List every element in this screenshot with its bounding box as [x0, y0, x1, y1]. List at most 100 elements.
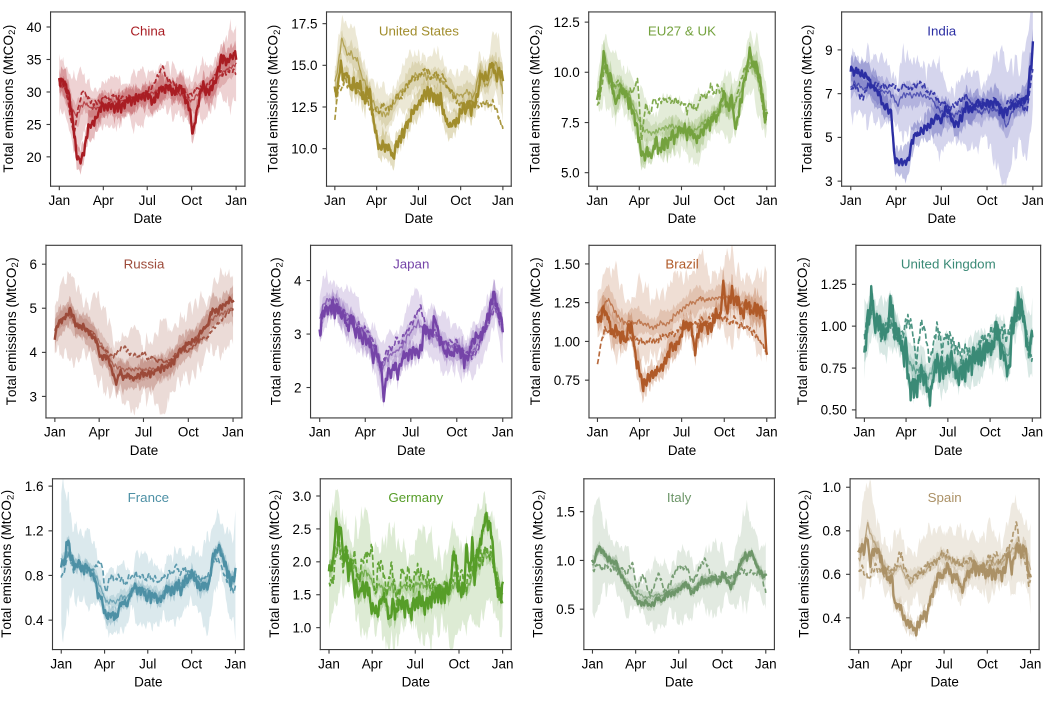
svg-text:Jan: Jan	[848, 656, 870, 671]
svg-text:Jan: Jan	[492, 193, 514, 208]
svg-text:Jul: Jul	[673, 425, 690, 440]
svg-text:7: 7	[825, 87, 833, 102]
svg-text:EU27 & UK: EU27 & UK	[648, 23, 716, 38]
svg-text:17.5: 17.5	[291, 17, 317, 32]
svg-text:1.25: 1.25	[821, 277, 847, 292]
svg-text:Jul: Jul	[933, 193, 950, 208]
svg-text:Apr: Apr	[886, 193, 907, 208]
svg-text:Germany: Germany	[388, 490, 443, 505]
svg-text:0.5: 0.5	[556, 602, 575, 617]
svg-text:Jan: Jan	[318, 656, 340, 671]
svg-text:Apr: Apr	[896, 425, 917, 440]
svg-text:Jul: Jul	[936, 656, 953, 671]
svg-text:40: 40	[27, 20, 42, 35]
svg-text:Jul: Jul	[410, 193, 427, 208]
svg-text:Apr: Apr	[629, 425, 650, 440]
svg-text:Date: Date	[130, 443, 158, 458]
svg-text:Date: Date	[665, 675, 693, 690]
svg-text:Brazil: Brazil	[665, 257, 698, 272]
svg-text:1.00: 1.00	[554, 334, 580, 349]
svg-text:1.6: 1.6	[25, 479, 44, 494]
svg-text:25: 25	[27, 117, 42, 132]
svg-text:T o t a: T o t a l e m i s s i o n s ( M t C O ) …	[789, 484, 814, 638]
svg-text:Apr: Apr	[362, 656, 383, 671]
svg-text:4: 4	[294, 273, 302, 288]
svg-text:Jan: Jan	[492, 425, 514, 440]
svg-text:1.0: 1.0	[292, 621, 311, 636]
svg-text:Jan: Jan	[756, 425, 778, 440]
svg-text:6: 6	[29, 257, 37, 272]
svg-text:Jan: Jan	[48, 193, 70, 208]
svg-text:Date: Date	[405, 211, 433, 226]
svg-text:30: 30	[27, 85, 42, 100]
svg-text:Oct: Oct	[181, 656, 202, 671]
svg-text:Date: Date	[668, 211, 696, 226]
svg-text:9: 9	[825, 43, 833, 58]
svg-text:5: 5	[29, 301, 37, 316]
svg-text:10.0: 10.0	[553, 65, 579, 80]
svg-text:T o t a: T o t a l e m i s s i o n s ( M t C O ) …	[0, 484, 16, 638]
svg-text:0.8: 0.8	[822, 524, 841, 539]
svg-text:5: 5	[825, 130, 833, 145]
svg-text:0.75: 0.75	[821, 361, 847, 376]
svg-text:Jul: Jul	[402, 425, 419, 440]
svg-text:Oct: Oct	[446, 425, 467, 440]
svg-text:Jan: Jan	[582, 656, 604, 671]
svg-text:0.4: 0.4	[822, 611, 841, 626]
svg-text:Jul: Jul	[139, 193, 156, 208]
svg-text:United States: United States	[379, 23, 459, 38]
svg-text:Date: Date	[134, 211, 162, 226]
svg-text:Jan: Jan	[225, 656, 247, 671]
svg-text:Jan: Jan	[44, 425, 66, 440]
svg-text:Apr: Apr	[891, 656, 912, 671]
svg-text:Jul: Jul	[673, 193, 690, 208]
svg-text:3: 3	[825, 174, 833, 189]
svg-text:0.75: 0.75	[554, 373, 580, 388]
svg-text:0.6: 0.6	[822, 567, 841, 582]
svg-text:12.5: 12.5	[291, 100, 317, 115]
svg-text:Date: Date	[930, 675, 958, 690]
svg-text:T o t a: T o t a l e m i s s i o n s ( M t C O ) …	[787, 251, 812, 405]
svg-text:0.50: 0.50	[821, 403, 847, 418]
svg-text:T o t a: T o t a l e m i s s i o n s ( M t C O ) …	[522, 484, 547, 638]
svg-text:Jan: Jan	[587, 425, 609, 440]
svg-text:Jul: Jul	[670, 656, 687, 671]
svg-text:T o t a: T o t a l e m i s s i o n s ( M t C O ) …	[258, 19, 283, 173]
svg-text:1.2: 1.2	[25, 524, 44, 539]
svg-text:3.0: 3.0	[292, 489, 311, 504]
svg-text:T o t a: T o t a l e m i s s i o n s ( M t C O ) …	[259, 484, 284, 638]
svg-text:Date: Date	[397, 443, 425, 458]
svg-text:Apr: Apr	[625, 656, 646, 671]
svg-text:Oct: Oct	[980, 425, 1001, 440]
svg-text:T o t a: T o t a l e m i s s i o n s ( M t C O ) …	[520, 251, 545, 405]
svg-text:1.5: 1.5	[556, 505, 575, 520]
svg-text:Oct: Oct	[714, 425, 735, 440]
svg-text:Oct: Oct	[181, 193, 202, 208]
svg-text:Apr: Apr	[629, 193, 650, 208]
svg-text:Oct: Oct	[449, 656, 470, 671]
svg-text:12.5: 12.5	[553, 15, 579, 30]
svg-text:Russia: Russia	[124, 257, 165, 272]
svg-text:15.0: 15.0	[291, 58, 317, 73]
svg-text:Jan: Jan	[854, 425, 876, 440]
svg-text:T o t a: T o t a l e m i s s i o n s ( M t C O ) …	[260, 251, 285, 405]
svg-text:3: 3	[294, 327, 302, 342]
svg-text:T o t a: T o t a l e m i s s i o n s ( M t C O ) …	[520, 19, 545, 173]
svg-text:1.0: 1.0	[556, 553, 575, 568]
svg-text:Oct: Oct	[977, 193, 998, 208]
svg-text:Jul: Jul	[407, 656, 424, 671]
svg-text:Jan: Jan	[492, 656, 514, 671]
svg-text:China: China	[130, 23, 165, 38]
svg-text:Apr: Apr	[93, 193, 114, 208]
svg-text:Japan: Japan	[393, 257, 429, 272]
svg-text:France: France	[128, 490, 169, 505]
svg-text:Jul: Jul	[939, 425, 956, 440]
svg-text:1.0: 1.0	[822, 480, 841, 495]
svg-text:Spain: Spain	[928, 490, 962, 505]
svg-text:Jan: Jan	[324, 193, 346, 208]
svg-text:Apr: Apr	[366, 193, 387, 208]
svg-text:Date: Date	[668, 443, 696, 458]
svg-text:Jan: Jan	[1020, 656, 1042, 671]
svg-text:Jan: Jan	[225, 193, 247, 208]
svg-text:1.25: 1.25	[554, 296, 580, 311]
